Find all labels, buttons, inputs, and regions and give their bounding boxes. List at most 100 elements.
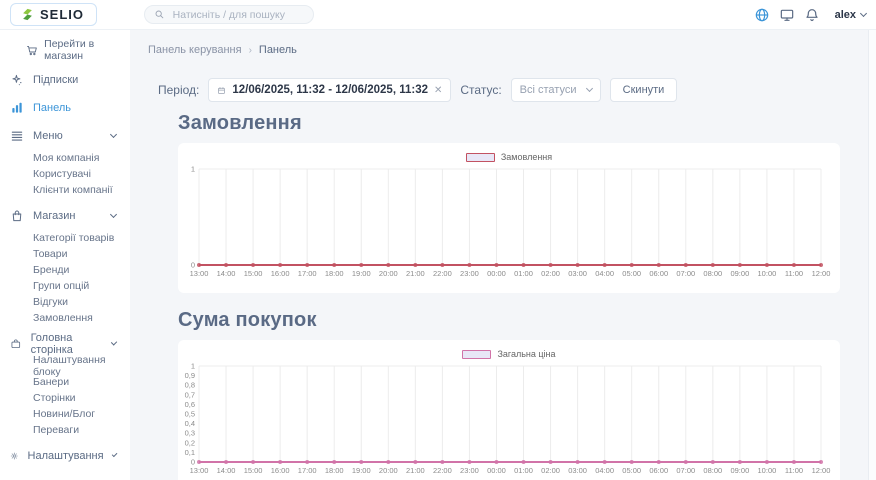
svg-text:02:00: 02:00: [541, 269, 560, 278]
svg-text:0,5: 0,5: [185, 410, 195, 419]
sidebar-subitem[interactable]: Сторінки: [33, 392, 76, 404]
svg-text:0: 0: [191, 261, 195, 270]
sidebar-subitem[interactable]: Категорії товарів: [33, 232, 115, 244]
chart-legend[interactable]: Загальна ціна: [178, 346, 840, 362]
svg-text:04:00: 04:00: [595, 466, 614, 475]
svg-text:07:00: 07:00: [676, 269, 695, 278]
sidebar-subitems: Налаштування блоку Банери Сторінки Новини/Б…: [0, 354, 130, 438]
sidebar-subitem[interactable]: Новини/Блог: [33, 408, 96, 420]
svg-text:10:00: 10:00: [758, 269, 777, 278]
status-label: Статус:: [460, 83, 502, 97]
sidebar-subitem[interactable]: Замовлення: [33, 312, 93, 324]
svg-text:21:00: 21:00: [406, 466, 425, 475]
sidebar-subitem[interactable]: Групи опцій: [33, 280, 90, 292]
svg-text:05:00: 05:00: [622, 269, 641, 278]
svg-text:13:00: 13:00: [190, 269, 209, 278]
sidebar-item-label: Панель: [33, 102, 72, 114]
globe-icon[interactable]: [754, 7, 770, 23]
go-to-store-link[interactable]: Перейти в магазин: [26, 38, 130, 62]
svg-text:18:00: 18:00: [325, 269, 344, 278]
sidebar-item-label: Підписки: [33, 74, 79, 86]
bar-chart-icon: [10, 101, 24, 115]
svg-text:19:00: 19:00: [352, 269, 371, 278]
sidebar-item-0[interactable]: Підписки: [0, 66, 130, 94]
sidebar-subitem[interactable]: Товари: [33, 248, 68, 260]
svg-text:16:00: 16:00: [271, 269, 290, 278]
svg-text:0: 0: [191, 458, 195, 467]
svg-text:12:00: 12:00: [812, 269, 831, 278]
chevron-down-icon: [109, 210, 118, 219]
sidebar-subitem[interactable]: Моя компанія: [33, 152, 100, 164]
breadcrumb-root[interactable]: Панель керування: [148, 44, 242, 56]
vertical-scrollbar[interactable]: [868, 30, 876, 480]
svg-text:17:00: 17:00: [298, 466, 317, 475]
sidebar-subitems: Моя компанія Користувачі Клієнти компанії: [0, 150, 130, 198]
chevron-down-icon: [109, 130, 118, 139]
search-box[interactable]: [144, 5, 315, 24]
orders-chart-card: Замовлення 1 0 13:00 14:00 15:00 16:00 17:00 18…: [178, 143, 840, 293]
purchase-sum-chart: 1 0,9 0,8 0,7 0,6 0,5 0,4 0,3 0,2 0,1 0 13:00 14:00 1…: [181, 362, 837, 480]
sidebar-subitem[interactable]: Переваги: [33, 424, 80, 436]
sidebar-subitem[interactable]: Налаштування блоку: [33, 354, 106, 378]
svg-text:0,4: 0,4: [185, 419, 195, 428]
svg-text:16:00: 16:00: [271, 466, 290, 475]
sparkles-icon: [10, 73, 24, 87]
sidebar-item-1[interactable]: Панель: [0, 94, 130, 122]
chevron-down-icon: [859, 9, 868, 17]
sidebar-subitem[interactable]: Банери: [33, 376, 70, 388]
sidebar-subitem[interactable]: Бренди: [33, 264, 70, 276]
sidebar-subitem[interactable]: Клієнти компанії: [33, 184, 113, 196]
svg-text:02:00: 02:00: [541, 466, 560, 475]
sidebar-item-5[interactable]: Налаштування: [0, 442, 130, 470]
sidebar-item-3[interactable]: Магазин: [0, 202, 130, 230]
svg-text:15:00: 15:00: [244, 269, 263, 278]
sidebar-item-4[interactable]: Головна сторінка: [0, 330, 130, 358]
legend-swatch: [462, 349, 492, 359]
sidebar-item-label: Меню: [33, 130, 63, 142]
breadcrumb-separator: ›: [248, 44, 252, 56]
svg-text:1: 1: [191, 362, 195, 371]
svg-text:08:00: 08:00: [703, 466, 722, 475]
sidebar-subitem[interactable]: Відгуки: [33, 296, 69, 308]
svg-text:14:00: 14:00: [217, 269, 236, 278]
legend-label: Загальна ціна: [497, 349, 556, 359]
status-select[interactable]: Всі статуси: [510, 78, 601, 102]
topbar-actions: alex: [754, 7, 868, 23]
svg-text:0,2: 0,2: [185, 438, 195, 447]
sidebar-item-2[interactable]: Меню: [0, 122, 130, 150]
sidebar-item-label: Головна сторінка: [30, 332, 73, 356]
sidebar-subitems: Категорії товарів Товари Бренди Групи опцій…: [0, 230, 130, 326]
user-menu[interactable]: alex: [835, 9, 868, 21]
svg-text:12:00: 12:00: [812, 466, 831, 475]
monitor-icon[interactable]: [779, 7, 795, 23]
logo[interactable]: SELIO: [10, 3, 98, 26]
svg-text:11:00: 11:00: [785, 466, 803, 475]
svg-text:11:00: 11:00: [785, 269, 803, 278]
clear-period-icon[interactable]: ✕: [434, 84, 443, 96]
svg-text:14:00: 14:00: [217, 466, 236, 475]
reset-button[interactable]: Скинути: [609, 78, 678, 102]
svg-text:0,9: 0,9: [185, 371, 195, 380]
bell-icon[interactable]: [804, 7, 820, 23]
svg-text:13:00: 13:00: [190, 466, 209, 475]
svg-text:0,3: 0,3: [185, 429, 195, 438]
go-to-store-label: Перейти в магазин: [44, 38, 95, 62]
svg-text:15:00: 15:00: [244, 466, 263, 475]
svg-text:22:00: 22:00: [433, 269, 452, 278]
chevron-down-icon: [111, 451, 118, 458]
sidebar-subitem[interactable]: Користувачі: [33, 168, 91, 180]
period-label: Період:: [158, 83, 200, 97]
period-value: 12/06/2025, 11:32 - 12/06/2025, 11:32: [232, 84, 428, 96]
svg-text:0,1: 0,1: [185, 448, 195, 457]
chevron-down-icon: [110, 339, 118, 346]
svg-text:21:00: 21:00: [406, 269, 425, 278]
svg-text:23:00: 23:00: [460, 466, 479, 475]
period-input[interactable]: 12/06/2025, 11:32 - 12/06/2025, 11:32 ✕: [208, 78, 452, 102]
breadcrumb-current: Панель: [258, 44, 297, 56]
chart-legend[interactable]: Замовлення: [178, 149, 840, 165]
svg-text:0,6: 0,6: [185, 400, 195, 409]
search-input[interactable]: [170, 7, 305, 22]
svg-text:17:00: 17:00: [298, 269, 317, 278]
svg-text:20:00: 20:00: [379, 269, 398, 278]
